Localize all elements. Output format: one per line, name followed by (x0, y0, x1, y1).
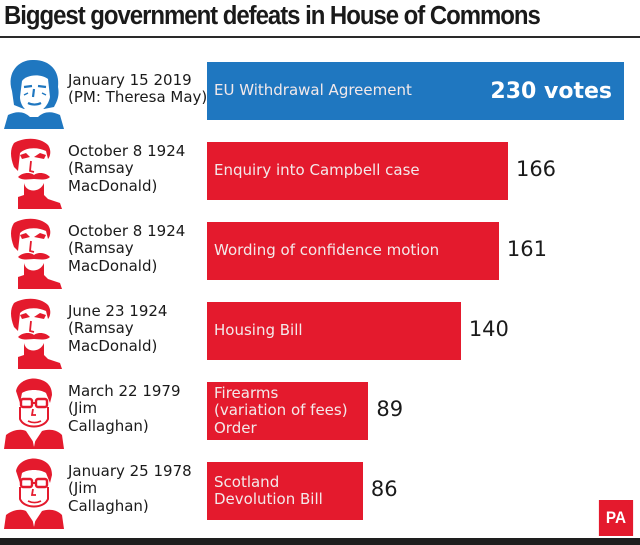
data-label: 86 (370, 477, 398, 501)
portrait-ramsay-macdonald-icon (4, 297, 64, 369)
row-date: October 8 1924 (68, 141, 186, 160)
bar-label-line: Wording of confidence motion (214, 241, 440, 260)
row-label: October 8 1924 (Ramsay MacDonald) (68, 141, 186, 196)
data-label: 140 (468, 317, 509, 341)
bar-label-line: Housing Bill (214, 321, 303, 340)
bar: Firearms (variation of fees) Order (207, 382, 369, 440)
data-label: 166 (515, 157, 557, 181)
row-pm: Callaghan) (68, 416, 149, 435)
bar-label-line: Firearms (214, 383, 279, 402)
portrait-theresa-may-icon (4, 57, 64, 129)
portrait-ramsay-macdonald-icon (4, 137, 64, 209)
row-label: March 22 1979 (Jim Callaghan) (68, 381, 181, 436)
row-label: October 8 1924 (Ramsay MacDonald) (68, 221, 186, 276)
row-pm: MacDonald) (68, 176, 158, 195)
row-label: January 15 2019 (PM: Theresa May) (68, 70, 208, 107)
bar-label: EU Withdrawal Agreement (214, 62, 412, 120)
title-divider (0, 36, 640, 38)
data-label: 89 (376, 397, 404, 421)
row-pm: (PM: Theresa May) (68, 88, 208, 106)
bar-label-line: Scotland (214, 472, 280, 491)
bar: EU Withdrawal Agreement 230 votes (207, 62, 624, 120)
row-label: June 23 1924 (Ramsay MacDonald) (68, 301, 168, 356)
bar-label-line: (variation of fees) (214, 401, 348, 420)
portrait-jim-callaghan-icon (4, 377, 64, 449)
portrait-jim-callaghan-icon (4, 457, 64, 529)
portrait-ramsay-macdonald-icon (4, 217, 64, 289)
bar-label: Housing Bill (214, 302, 303, 360)
bar-label-line: Order (214, 418, 257, 437)
row-date: January 15 2019 (68, 70, 192, 89)
bar: Housing Bill (207, 302, 461, 360)
bar-label-line: Devolution Bill (214, 490, 323, 508)
pa-logo: PA (598, 500, 634, 536)
row-pm: MacDonald) (68, 336, 158, 355)
row-date: March 22 1979 (68, 381, 181, 400)
row-pm: Callaghan) (68, 496, 149, 515)
bar-label: Wording of confidence motion (214, 222, 439, 280)
row-pm: (Jim (68, 399, 98, 418)
bottom-divider (0, 538, 640, 545)
bar: Wording of confidence motion (207, 222, 499, 280)
bar: Scotland Devolution Bill (207, 462, 363, 520)
row-pm: (Jim (68, 479, 98, 498)
chart-title: Biggest government defeats in House of C… (4, 2, 541, 30)
row-date: January 25 1978 (68, 461, 192, 480)
row-pm: (Ramsay (68, 319, 134, 338)
bar: Enquiry into Campbell case (207, 142, 508, 200)
row-label: January 25 1978 (Jim Callaghan) (68, 461, 192, 516)
data-label: 161 (506, 237, 547, 261)
row-pm: (Ramsay (68, 159, 134, 178)
bar-label-line: Enquiry into Campbell case (214, 161, 420, 180)
row-date: June 23 1924 (68, 301, 168, 320)
row-pm: MacDonald) (68, 256, 158, 275)
bar-label: Firearms (variation of fees) Order (214, 382, 348, 440)
row-pm: (Ramsay (68, 239, 134, 258)
data-label: 230 votes (490, 78, 612, 104)
bar-label: Enquiry into Campbell case (214, 142, 420, 200)
bar-label: Scotland Devolution Bill (214, 462, 323, 520)
row-date: October 8 1924 (68, 221, 186, 240)
bar-label-line: EU Withdrawal Agreement (214, 81, 412, 100)
